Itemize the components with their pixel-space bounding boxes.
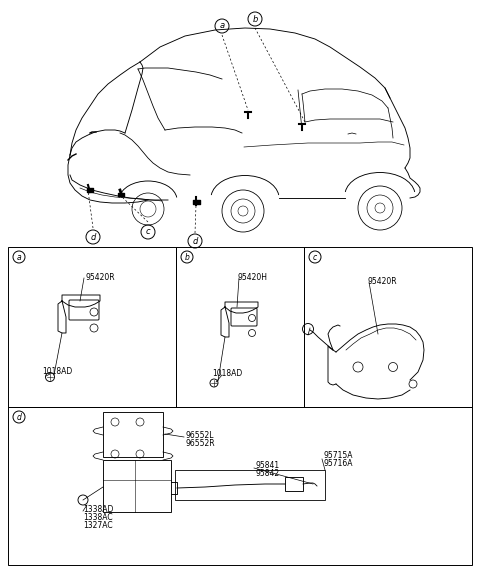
Text: a: a: [17, 252, 21, 262]
Text: d: d: [192, 236, 198, 246]
Text: 1018AD: 1018AD: [42, 368, 72, 376]
Bar: [304, 247, 472, 407]
Text: 95715A: 95715A: [323, 451, 352, 460]
Text: d: d: [90, 232, 96, 242]
Text: 95420R: 95420R: [85, 272, 115, 282]
Text: 1338AC: 1338AC: [83, 513, 113, 521]
Bar: [8, 407, 472, 565]
Bar: [285, 477, 303, 491]
Text: d: d: [17, 412, 22, 421]
Text: 95420R: 95420R: [368, 276, 397, 286]
Text: 95716A: 95716A: [323, 459, 352, 468]
Text: 95841: 95841: [255, 460, 279, 469]
Bar: [8, 247, 176, 407]
Text: 95420H: 95420H: [238, 272, 268, 282]
Text: 96552R: 96552R: [185, 439, 215, 448]
Text: 96552L: 96552L: [185, 431, 214, 440]
Text: c: c: [146, 227, 150, 236]
Bar: [103, 412, 163, 457]
Text: 1338AD: 1338AD: [83, 505, 113, 513]
Text: 1327AC: 1327AC: [83, 521, 113, 529]
Text: c: c: [313, 252, 317, 262]
Bar: [176, 247, 304, 407]
Bar: [175, 470, 325, 500]
Text: 1018AD: 1018AD: [212, 369, 242, 379]
Text: 95842: 95842: [255, 468, 279, 477]
Text: b: b: [185, 252, 190, 262]
Text: b: b: [252, 14, 258, 23]
Bar: [103, 460, 171, 512]
Text: a: a: [219, 22, 225, 30]
